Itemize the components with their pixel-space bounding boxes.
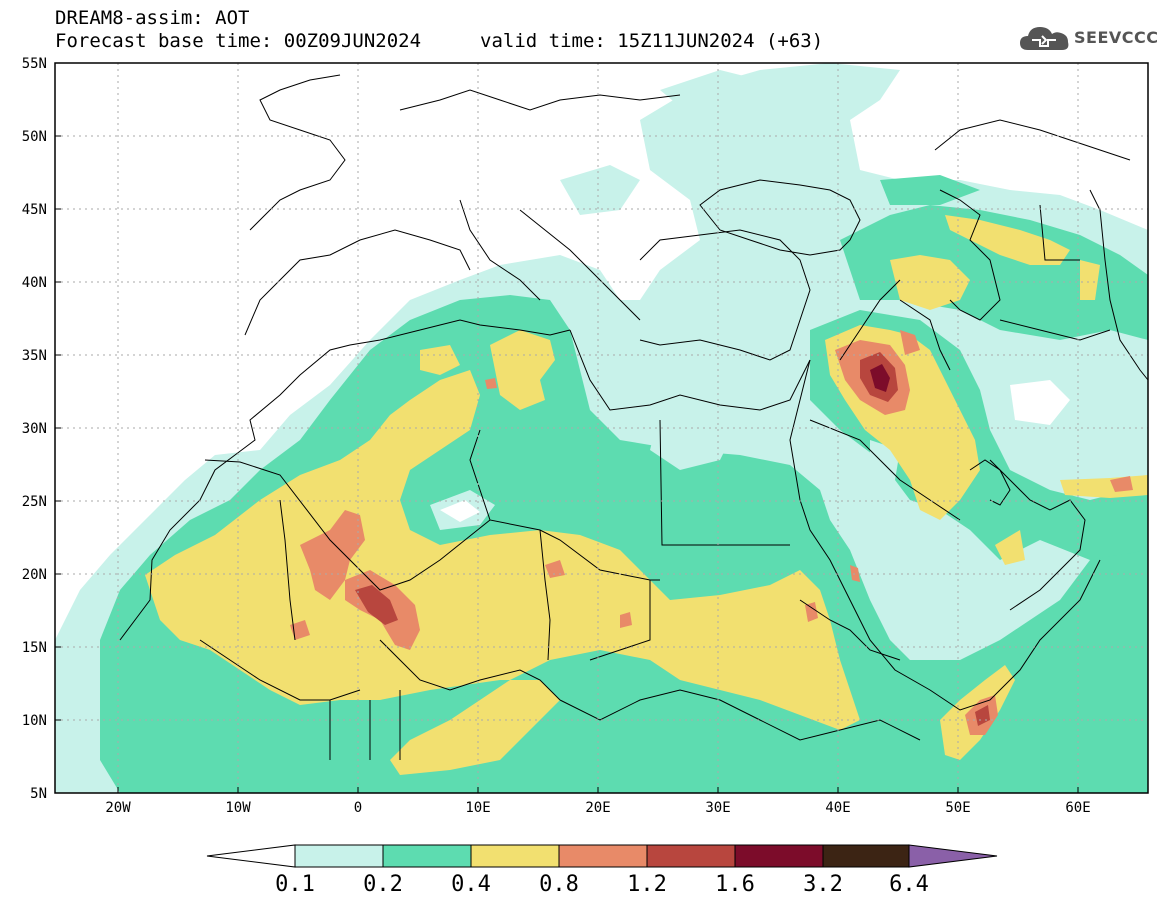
colorbar-labels: 0.1 0.2 0.4 0.8 1.2 1.6 3.2 6.4 (275, 872, 929, 897)
forecast-base-time: Forecast base time: 00Z09JUN2024 (55, 30, 422, 52)
colorbar-segment (294, 844, 384, 868)
colorbar-segment (646, 844, 736, 868)
lat-label: 55N (22, 56, 47, 72)
lat-label: 10N (22, 713, 47, 729)
colorbar-label: 1.6 (715, 872, 755, 897)
valid-time: valid time: 15Z11JUN2024 (+63) (480, 30, 824, 52)
lon-label: 40E (825, 800, 850, 816)
colorbar-label: 0.4 (451, 872, 491, 897)
seevccc-logo: SEEVCCC (1018, 20, 1158, 56)
colorbar-label: 0.1 (275, 872, 315, 897)
lon-label: 0 (354, 800, 362, 816)
lon-label: 10E (465, 800, 490, 816)
lon-axis: 20W 10W 0 10E 20E 30E 40E 50E 60E (105, 787, 1091, 816)
lon-label: 20W (105, 800, 131, 816)
grid-lines (55, 63, 1148, 793)
lat-label: 25N (22, 494, 47, 510)
aot-holes-white (440, 380, 1070, 522)
colorbar (206, 844, 998, 868)
cloud-icon (1020, 27, 1069, 50)
logo-text: SEEVCCC (1074, 28, 1159, 47)
colorbar-lower-arrow (206, 844, 296, 868)
lat-label: 30N (22, 421, 47, 437)
title-line-1: DREAM8-assim: AOT (55, 7, 250, 29)
lon-label: 60E (1065, 800, 1090, 816)
colorbar-segment (822, 844, 910, 868)
lat-label: 35N (22, 348, 47, 364)
colorbar-label: 1.2 (627, 872, 667, 897)
colorbar-segment (382, 844, 472, 868)
coastlines (119, 74, 1148, 760)
lat-axis: 55N 50N 45N 40N 35N 30N 25N 20N 15N 10N … (22, 56, 61, 802)
colorbar-segment (558, 844, 648, 868)
lon-label: 20E (585, 800, 610, 816)
lon-label: 30E (705, 800, 730, 816)
aot-level-1.6 (870, 364, 890, 392)
lat-label: 40N (22, 275, 47, 291)
lat-label: 15N (22, 640, 47, 656)
colorbar-label: 3.2 (803, 872, 843, 897)
colorbar-segment (734, 844, 824, 868)
lat-label: 50N (22, 129, 47, 145)
colorbar-segment (470, 844, 560, 868)
lat-label: 45N (22, 202, 47, 218)
colorbar-label: 0.8 (539, 872, 579, 897)
lat-label: 20N (22, 567, 47, 583)
lat-label: 5N (30, 786, 47, 802)
aot-contours (55, 63, 1148, 793)
colorbar-upper-arrow (908, 844, 998, 868)
lon-label: 10W (225, 800, 251, 816)
lon-label: 50E (945, 800, 970, 816)
colorbar-label: 6.4 (889, 872, 929, 897)
colorbar-label: 0.2 (363, 872, 403, 897)
